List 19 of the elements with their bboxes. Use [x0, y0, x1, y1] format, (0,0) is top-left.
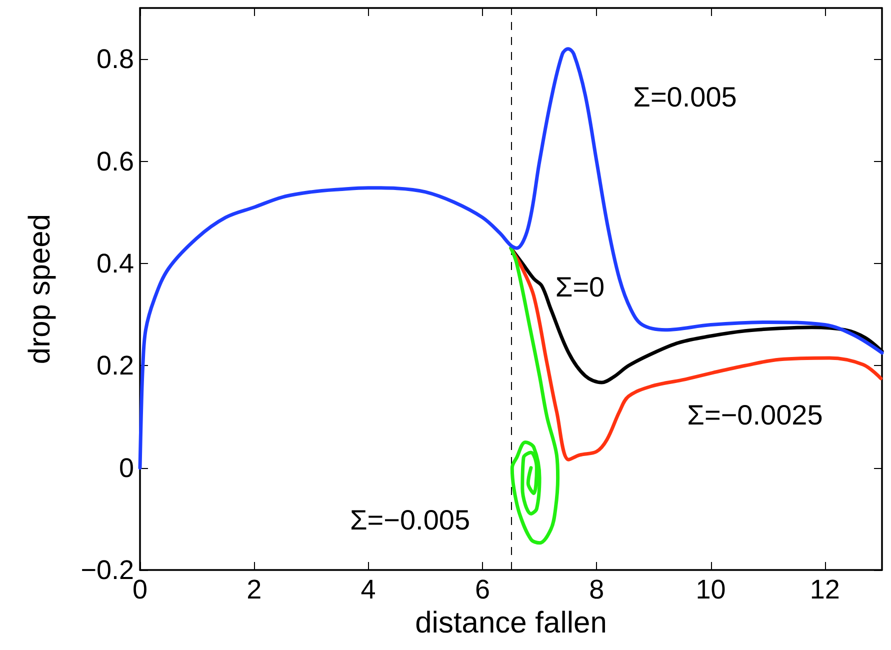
x-tick-label: 2 [246, 574, 262, 604]
x-tick-label: 6 [474, 574, 490, 604]
series-label: Σ=0 [555, 272, 605, 302]
x-tick-label: 12 [810, 574, 840, 604]
x-tick-label: 8 [589, 574, 604, 604]
y-tick-label: −0.2 [80, 555, 134, 585]
y-tick-label: 0.8 [96, 44, 134, 74]
y-tick-label: 0 [118, 452, 134, 483]
y-tick-label: 0.6 [96, 146, 134, 176]
x-tick-label: 10 [696, 574, 726, 604]
x-tick-label: 4 [360, 574, 376, 604]
y-tick-label: 0.4 [96, 248, 134, 278]
series-label: Σ=−0.0025 [687, 400, 823, 430]
line-series [138, 47, 884, 470]
y-axis-title: drop speed [24, 214, 56, 364]
series-label: Σ=−0.005 [350, 504, 470, 536]
series-label: Σ=0.005 [633, 82, 737, 112]
x-axis-title: distance fallen [415, 606, 607, 640]
y-tick-label: 0.2 [96, 350, 134, 381]
